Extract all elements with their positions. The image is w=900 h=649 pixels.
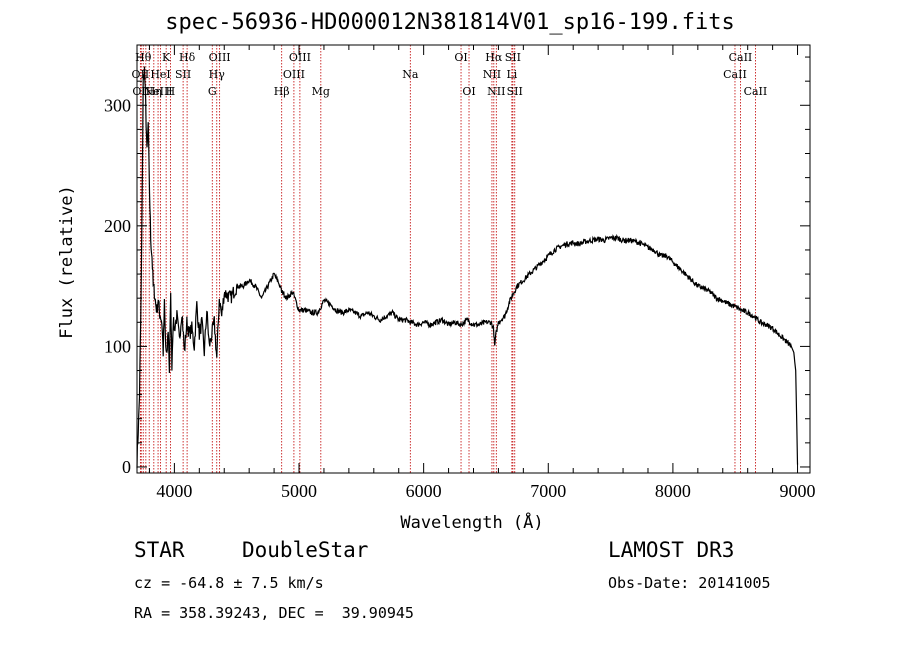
y-tick-label-3: 300 — [104, 95, 131, 115]
line-label-5: Hη — [146, 85, 162, 98]
line-label-20: OI — [454, 51, 467, 64]
x-tick-label-5: 9000 — [780, 481, 816, 501]
line-label-29: CaII — [729, 51, 753, 64]
line-label-9: H — [166, 85, 176, 98]
line-label-21: OI — [462, 85, 475, 98]
line-label-8: K — [162, 51, 171, 64]
line-label-22: NII — [483, 68, 501, 81]
line-label-2: Hθ — [135, 51, 152, 64]
y-axis-label: Flux (relative) — [57, 185, 77, 339]
object-class: STAR — [134, 538, 185, 562]
line-label-14: OIII — [209, 51, 231, 64]
line-label-16: OIII — [283, 68, 305, 81]
line-label-15: Hβ — [274, 85, 290, 98]
x-tick-label-3: 7000 — [530, 481, 566, 501]
coordinates: RA = 358.39243, DEC = 39.90945 — [134, 604, 414, 622]
spectrum-series-line — [136, 66, 799, 469]
line-label-30: CaII — [744, 85, 768, 98]
line-label-25: Li — [506, 68, 517, 81]
line-label-10: SII — [175, 68, 191, 81]
line-labels: OIIOIIHθHηNeIIIHeIKHSIIHδGHγOIIIHβOIIIOI… — [132, 51, 768, 98]
line-label-17: OIII — [289, 51, 311, 64]
line-label-23: Hα — [485, 51, 503, 64]
plot-frame — [136, 44, 811, 474]
y-ticks: 0 100 200 300 — [104, 56, 810, 477]
line-label-19: Na — [402, 68, 419, 81]
line-label-12: G — [208, 85, 217, 98]
line-markers — [139, 45, 756, 473]
y-tick-label-1: 100 — [104, 336, 131, 356]
x-tick-label-4: 8000 — [655, 481, 691, 501]
line-label-28: CaII — [723, 68, 747, 81]
line-label-27: SII — [507, 85, 523, 98]
x-tick-label-2: 6000 — [406, 481, 442, 501]
line-label-11: Hδ — [179, 51, 196, 64]
line-label-24: NII — [487, 85, 505, 98]
line-label-6: NeIII — [143, 85, 172, 98]
x-tick-label-1: 5000 — [281, 481, 317, 501]
line-label-7: HeI — [150, 68, 170, 81]
observation-date: Obs-Date: 20141005 — [608, 574, 771, 592]
x-axis-label: Wavelength (Å) — [400, 511, 543, 533]
x-ticks: 4000 5000 6000 7000 8000 9000 — [148, 45, 816, 501]
object-subclass: DoubleStar — [242, 538, 369, 562]
survey-name: LAMOST DR3 — [608, 538, 735, 562]
line-label-13: Hγ — [209, 68, 226, 81]
radial-velocity: cz = -64.8 ± 7.5 km/s — [134, 574, 324, 592]
chart-title: spec-56936-HD000012N381814V01_sp16-199.f… — [165, 10, 735, 35]
line-label-18: Mg — [312, 85, 330, 98]
y-tick-label-2: 200 — [104, 216, 131, 236]
line-label-26: SII — [505, 51, 521, 64]
y-tick-label-0: 0 — [122, 457, 131, 477]
x-tick-label-0: 4000 — [156, 481, 192, 501]
line-label-0: OII — [132, 68, 150, 81]
